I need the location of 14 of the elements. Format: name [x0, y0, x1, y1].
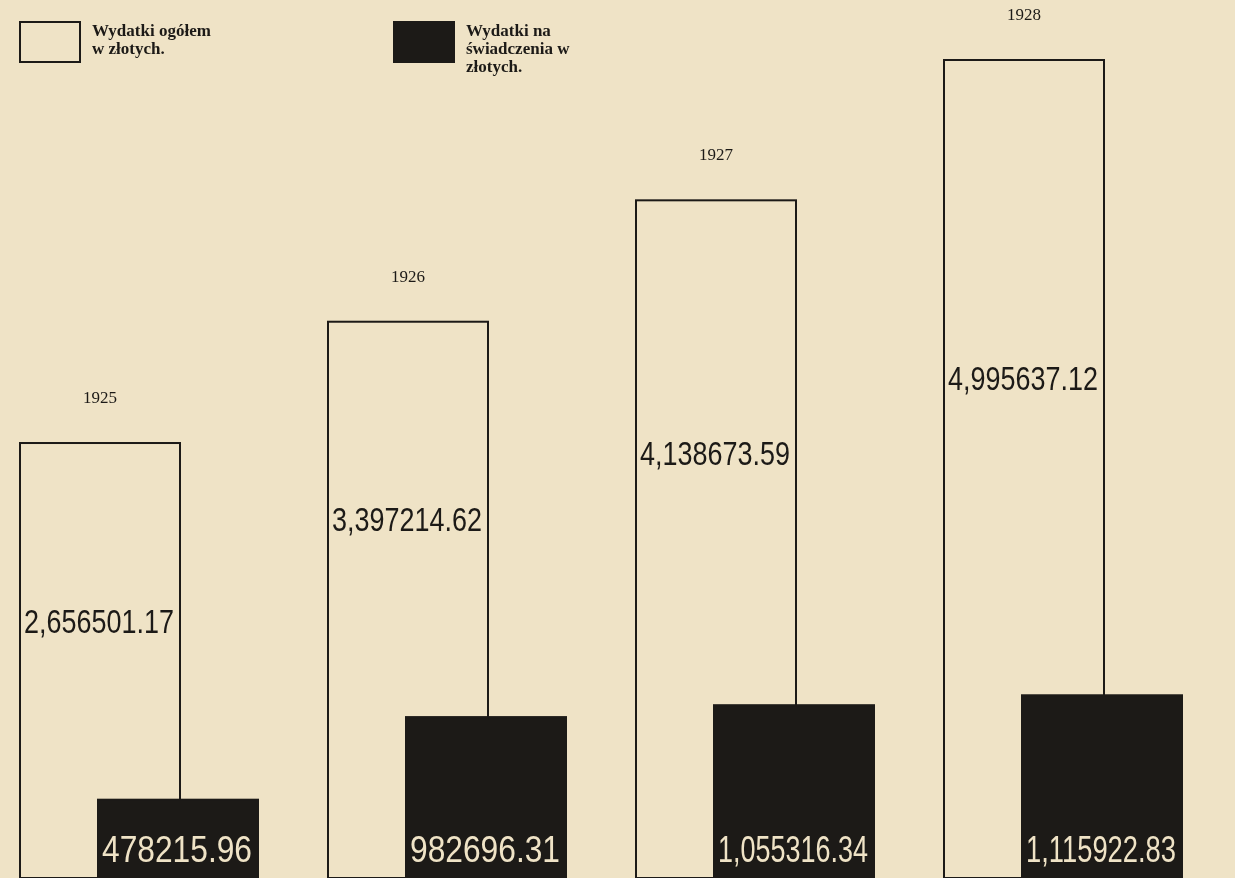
- data-label: 4,995637.12: [948, 358, 1138, 397]
- x-tick-label: 1926: [391, 266, 425, 286]
- legend-label: Wydatki na świadczenia w złotych.: [466, 21, 571, 76]
- x-tick-label: 1925: [83, 388, 117, 408]
- data-label: 4,138673.59: [640, 433, 830, 472]
- data-label: 3,397214.62: [332, 500, 522, 539]
- data-label: 1,055316.34: [718, 829, 919, 870]
- data-label: 2,656501.17: [24, 602, 214, 641]
- data-label: 478215.96: [102, 829, 273, 870]
- data-label: 1,115922.83: [1026, 829, 1224, 870]
- x-tick-label: 1927: [699, 145, 734, 165]
- x-tick-label: 1928: [1007, 5, 1041, 24]
- data-label: 982696.31: [410, 829, 581, 870]
- legend-label: Wydatki ogółem w złotych.: [92, 21, 211, 58]
